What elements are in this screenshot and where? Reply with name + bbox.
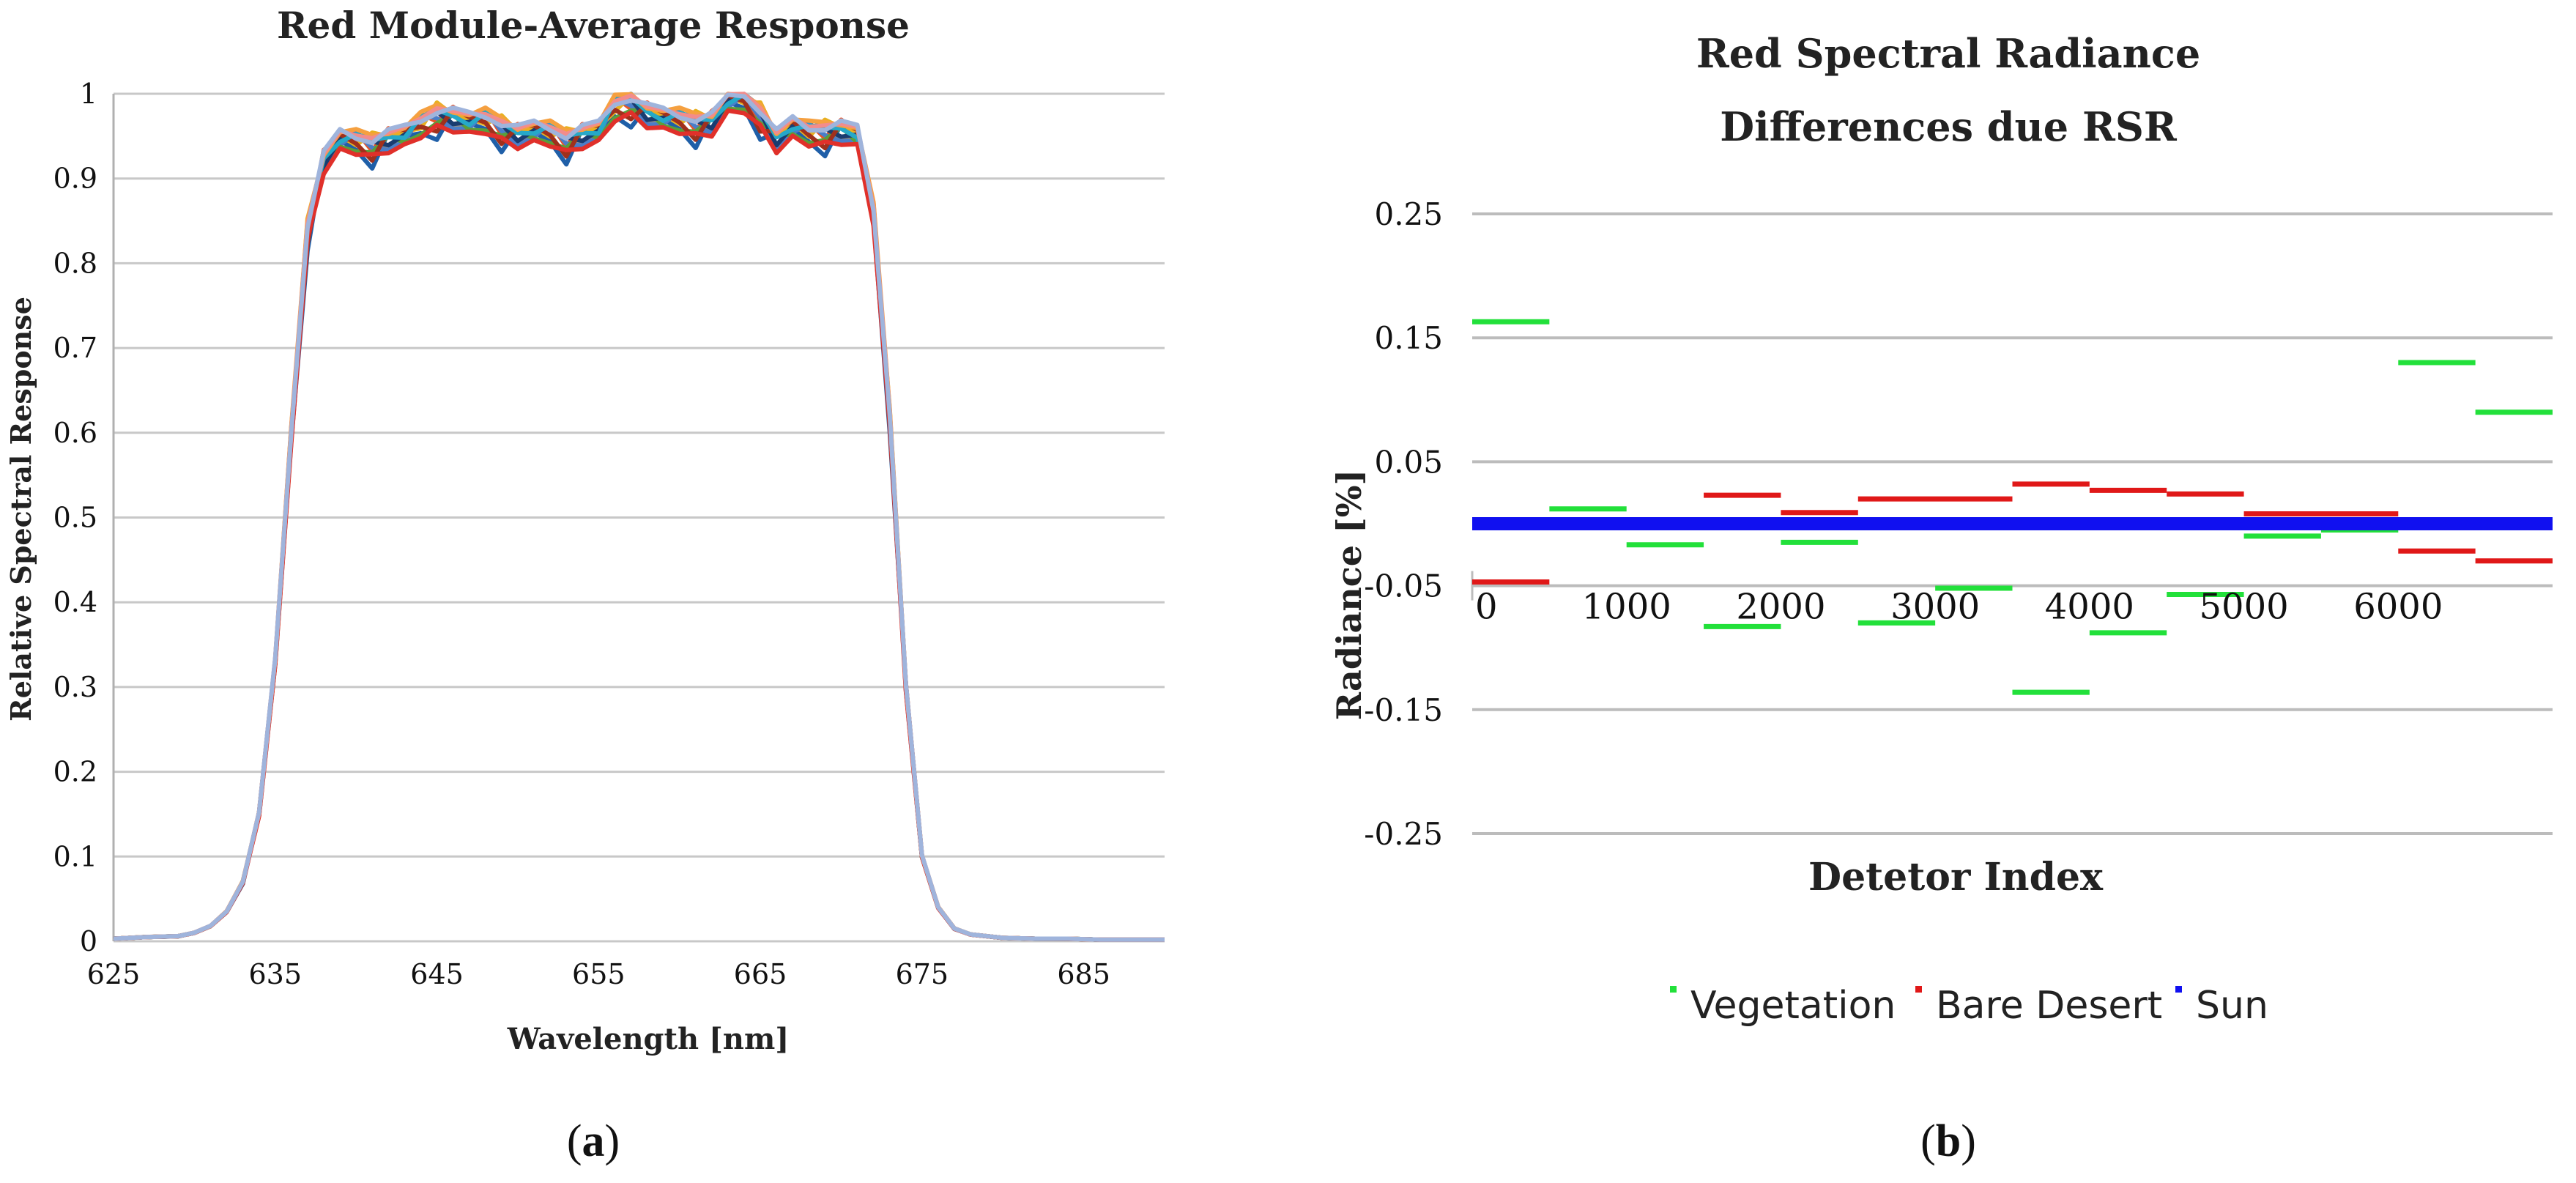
chart-a-y-tick-labels: 0 0.1 0.2 0.3 0.4 0.5 0.6 0.7 0.8 0.9 1 (53, 78, 97, 957)
chart-b-y-tick-label: -0.25 (1364, 816, 1443, 852)
chart-b-x-tick-labels: 0 1000 2000 3000 4000 5000 6000 (1475, 587, 2443, 628)
chart-a-series-lines (113, 92, 1165, 942)
chart-a-y-tick-label: 0.1 (53, 840, 97, 872)
chart-a-series-line-module-10 (113, 108, 1165, 942)
chart-a-y-axis-label: Relative Spectral Response (4, 297, 37, 722)
chart-b-x-tick-label: 2000 (1736, 587, 1825, 628)
chart-b-x-tick-label: 1000 (1582, 587, 1671, 628)
chart-b-legend: Vegetation Bare Desert Sun (1670, 984, 2268, 1028)
chart-b-title-line-1: Red Spectral Radiance (1696, 30, 2200, 77)
chart-b-series-lines (1472, 319, 2553, 695)
chart-a-y-tick-label: 0.3 (53, 671, 97, 703)
chart-a-y-tick-label: 0 (80, 925, 97, 957)
chart-a-x-tick-label: 645 (410, 958, 464, 990)
panel-b-letter: b (1936, 1116, 1961, 1166)
chart-b-y-tick-labels: 0.25 0.15 0.05 -0.05 -0.15 -0.25 (1364, 196, 1443, 852)
chart-a-y-tick-label: 0.9 (53, 163, 97, 195)
chart-a-x-tick-label: 675 (896, 958, 949, 990)
chart-b-legend-label: Sun (2196, 984, 2268, 1028)
chart-a-gridlines (112, 92, 1165, 943)
chart-b-legend-label: Bare Desert (1936, 984, 2162, 1028)
chart-b-x-tick-label: 0 (1475, 587, 1498, 628)
panel-a-letter: a (582, 1116, 605, 1166)
chart-b-x-tick-label: 5000 (2199, 587, 2288, 628)
chart-b: Red Spectral Radiance Differences due RS… (1329, 30, 2553, 1166)
chart-a-y-tick-label: 0.4 (53, 586, 97, 618)
chart-b-y-tick-label: 0.25 (1374, 196, 1443, 232)
chart-a-x-tick-labels: 625 635 645 655 665 675 685 (87, 958, 1110, 990)
panel-a-close-paren: ) (605, 1116, 620, 1166)
chart-b-x-tick-label: 3000 (1890, 587, 1980, 628)
chart-b-x-tick-label: 6000 (2353, 587, 2443, 628)
chart-a-series-line-module-1 (113, 100, 1165, 942)
chart-b-y-axis-label: Radiance [%] (1329, 470, 1369, 721)
chart-a-y-tick-label: 0.5 (53, 502, 97, 534)
chart-b-legend-marker (1915, 986, 1922, 993)
chart-b-title-line-2: Differences due RSR (1720, 103, 2178, 150)
chart-a: Red Module-Average Response 0 0.1 0.2 0.3 0.… (4, 4, 1165, 1166)
chart-a-x-tick-label: 665 (734, 958, 787, 990)
chart-a-panel-label: (a) (567, 1116, 620, 1166)
panel-a-open-paren: ( (567, 1116, 582, 1166)
chart-b-legend-marker (1670, 986, 1677, 993)
chart-b-y-tick-label: -0.15 (1364, 692, 1443, 728)
chart-a-title: Red Module-Average Response (277, 4, 910, 47)
chart-b-x-tick-label: 4000 (2045, 587, 2134, 628)
chart-a-y-tick-label: 0.2 (53, 756, 97, 788)
chart-a-series-line-module-6 (113, 106, 1165, 942)
chart-a-x-tick-label: 655 (572, 958, 626, 990)
chart-b-legend-label: Vegetation (1690, 984, 1896, 1028)
chart-a-x-tick-label: 625 (87, 958, 141, 990)
chart-b-x-axis-label: Detetor Index (1808, 855, 2104, 900)
chart-a-x-axis-label: Wavelength [nm] (507, 1022, 790, 1056)
chart-a-x-tick-label: 635 (249, 958, 302, 990)
chart-a-series-line-module-13 (113, 92, 1165, 942)
chart-b-legend-marker (2175, 986, 2182, 993)
panel-b-close-paren: ) (1961, 1116, 1976, 1166)
chart-b-y-tick-label: -0.05 (1364, 568, 1443, 604)
chart-b-panel-label: (b) (1920, 1116, 1976, 1166)
panel-b-open-paren: ( (1920, 1116, 1936, 1166)
chart-a-y-tick-label: 1 (80, 78, 97, 110)
chart-a-y-tick-label: 0.6 (53, 417, 97, 449)
chart-a-y-tick-label: 0.7 (53, 332, 97, 364)
chart-a-x-tick-label: 685 (1057, 958, 1110, 990)
chart-a-y-tick-label: 0.8 (53, 247, 97, 279)
chart-b-y-tick-label: 0.15 (1374, 320, 1443, 356)
chart-b-y-tick-label: 0.05 (1374, 444, 1443, 480)
